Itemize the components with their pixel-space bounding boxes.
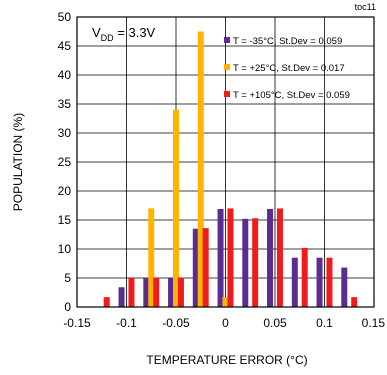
- y-axis-label: POPULATION (%): [11, 113, 25, 211]
- bar-series-0-2: [168, 277, 175, 307]
- x-tick-label: -0.15: [63, 316, 91, 330]
- bar-series-0-5: [242, 218, 249, 307]
- legend-swatch: [224, 37, 230, 43]
- bar-series-1-2: [197, 31, 204, 307]
- y-tick-label: 15: [58, 213, 72, 227]
- bar-series-0-8: [316, 257, 323, 307]
- bar-series-0-7: [291, 257, 298, 307]
- supply-voltage-annotation: VDD = 3.3V: [92, 25, 156, 43]
- x-axis-label: TEMPERATURE ERROR (°C): [146, 353, 307, 367]
- legend-swatch: [224, 64, 230, 70]
- bar-series-2-1: [128, 277, 135, 307]
- bar-series-1-0: [148, 208, 155, 307]
- bar-series-0-9: [341, 267, 348, 307]
- bar-series-2-6: [252, 218, 259, 307]
- x-tick-label: -0.1: [116, 316, 137, 330]
- y-tick-label: 50: [58, 10, 72, 24]
- legend-entry: T = +105°C, St.Dev = 0.059: [233, 90, 350, 101]
- x-tick-label: 0: [222, 316, 229, 330]
- bar-series-1-3: [222, 297, 229, 307]
- bar-series-0-3: [192, 228, 199, 307]
- bar-series-2-5: [227, 208, 234, 307]
- x-tick-label: -0.05: [162, 316, 190, 330]
- bar-series-2-4: [202, 228, 209, 307]
- legend-entry: T = -35°C, St.Dev = 0.059: [233, 36, 342, 47]
- y-tick-label: 20: [58, 184, 72, 198]
- y-tick-label: 10: [58, 242, 72, 256]
- legend-swatch: [224, 91, 230, 97]
- annotation-sub: DD: [101, 33, 114, 43]
- y-tick-label: 30: [58, 126, 72, 140]
- annotation-main: V: [92, 25, 101, 40]
- y-tick-labels: 0 5 10 15 20 25 30 35 40 45 50: [58, 10, 72, 314]
- annotation-rest: = 3.3V: [114, 25, 156, 40]
- bar-series-2-0: [103, 297, 110, 307]
- x-tick-label: 0.05: [263, 316, 287, 330]
- bar-series-0-6: [267, 208, 274, 307]
- bar-series-0-0: [118, 287, 125, 307]
- y-tick-label: 40: [58, 68, 72, 82]
- bar-series-0-1: [143, 277, 150, 307]
- bar-series-1-1: [173, 109, 179, 307]
- legend-entry: T = +25°C, St.Dev = 0.017: [233, 63, 345, 74]
- plot-frame: [76, 16, 375, 308]
- x-tick-label: 0.1: [316, 316, 333, 330]
- bar-series-2-3: [177, 277, 184, 307]
- chart-code: toc11: [355, 2, 376, 12]
- bar-series-0-4: [217, 208, 224, 307]
- y-tick-label: 45: [58, 39, 72, 53]
- bar-series-2-2: [153, 277, 160, 307]
- x-tick-label: 0.15: [362, 316, 386, 330]
- bar-series-2-9: [326, 257, 333, 307]
- y-tick-label: 0: [64, 300, 71, 314]
- y-tick-label: 25: [58, 155, 72, 169]
- legend: T = -35°C, St.Dev = 0.059 T = +25°C, St.D…: [224, 36, 350, 101]
- bar-series-2-7: [276, 208, 283, 307]
- bars: [103, 31, 358, 307]
- bar-series-2-8: [301, 247, 308, 307]
- y-tick-label: 5: [64, 271, 71, 285]
- bar-series-2-10: [351, 297, 358, 307]
- y-tick-label: 35: [58, 97, 72, 111]
- x-tick-labels: -0.15 -0.1 -0.05 0 0.05 0.1 0.15: [63, 316, 385, 330]
